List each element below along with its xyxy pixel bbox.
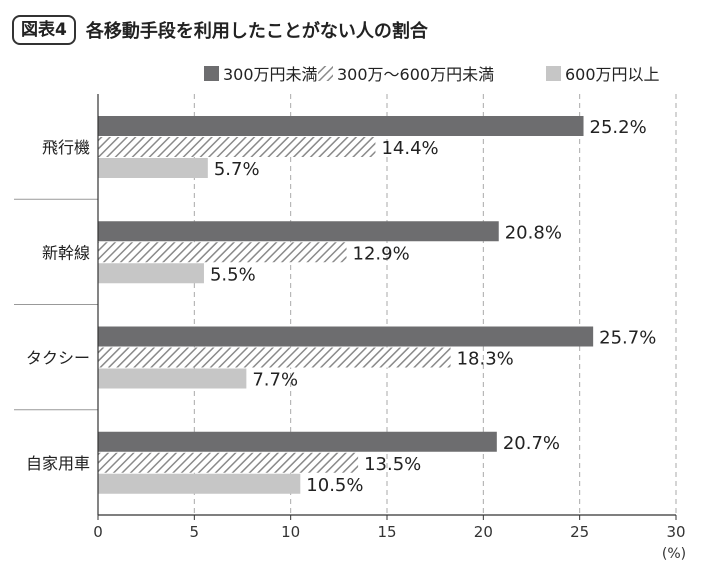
data-label: 25.2% [590, 117, 647, 138]
x-tick-label: 15 [377, 523, 396, 541]
grid [193, 94, 677, 515]
bar-series-3 [98, 158, 208, 178]
x-tick-label: 0 [93, 523, 103, 541]
x-tick-label: 5 [190, 523, 200, 541]
bar-series-1 [98, 116, 584, 136]
data-label: 13.5% [364, 454, 421, 475]
category-label: 飛行機 [42, 138, 90, 157]
data-label: 18.3% [457, 349, 514, 370]
x-tick-label: 30 [666, 523, 685, 541]
bar-series-3 [98, 473, 301, 494]
legend: 300万円未満 300万～600万円未満 600万円以上 [204, 65, 660, 84]
legend-swatch-series-3 [546, 66, 561, 81]
legend-label: 300万～600万円未満 [337, 65, 494, 84]
category-separators [14, 198, 98, 411]
legend-swatch-series-2 [318, 66, 333, 81]
category-label: 自家用車 [26, 454, 90, 473]
data-label: 14.4% [381, 138, 438, 159]
chart-title: 各移動手段を利用したことがない人の割合 [85, 21, 428, 42]
figure-header: 図表4 各移動手段を利用したことがない人の割合 [12, 14, 428, 46]
category-label: 新幹線 [42, 243, 90, 262]
bar-series-2 [98, 242, 347, 263]
legend-swatch-series-1 [204, 66, 219, 81]
bar-series-2 [98, 347, 451, 368]
x-tick-label: 10 [281, 523, 300, 541]
figure-number-badge: 図表4 [12, 15, 76, 45]
data-label: 20.7% [503, 433, 560, 454]
bar-series-1 [98, 431, 497, 452]
axes: 0 5 10 15 20 25 30 (%) [93, 94, 686, 562]
bar-series-2 [98, 137, 376, 157]
data-label: 10.5% [306, 475, 363, 496]
bar-series-2 [98, 452, 359, 473]
bars: 飛行機 25.2% 14.4% 5.7% 新幹線 20.8% 12.9% 5.5% タクシー 25… [26, 116, 656, 496]
data-label: 5.7% [214, 159, 260, 180]
legend-label: 600万円以上 [565, 65, 660, 84]
bar-series-3 [98, 263, 204, 284]
category-label: タクシー [26, 349, 90, 368]
x-tick-label: 25 [570, 523, 589, 541]
bar-series-1 [98, 221, 499, 242]
data-label: 25.7% [599, 328, 656, 349]
bar-series-1 [98, 326, 594, 347]
bar-series-3 [98, 368, 247, 389]
data-label: 20.8% [505, 222, 562, 243]
data-label: 12.9% [353, 243, 410, 264]
legend-label: 300万円未満 [223, 65, 318, 84]
x-tick-label: 20 [474, 523, 493, 541]
data-label: 7.7% [252, 370, 298, 391]
data-label: 5.5% [210, 264, 256, 285]
x-axis-unit-label: (%) [662, 546, 686, 562]
